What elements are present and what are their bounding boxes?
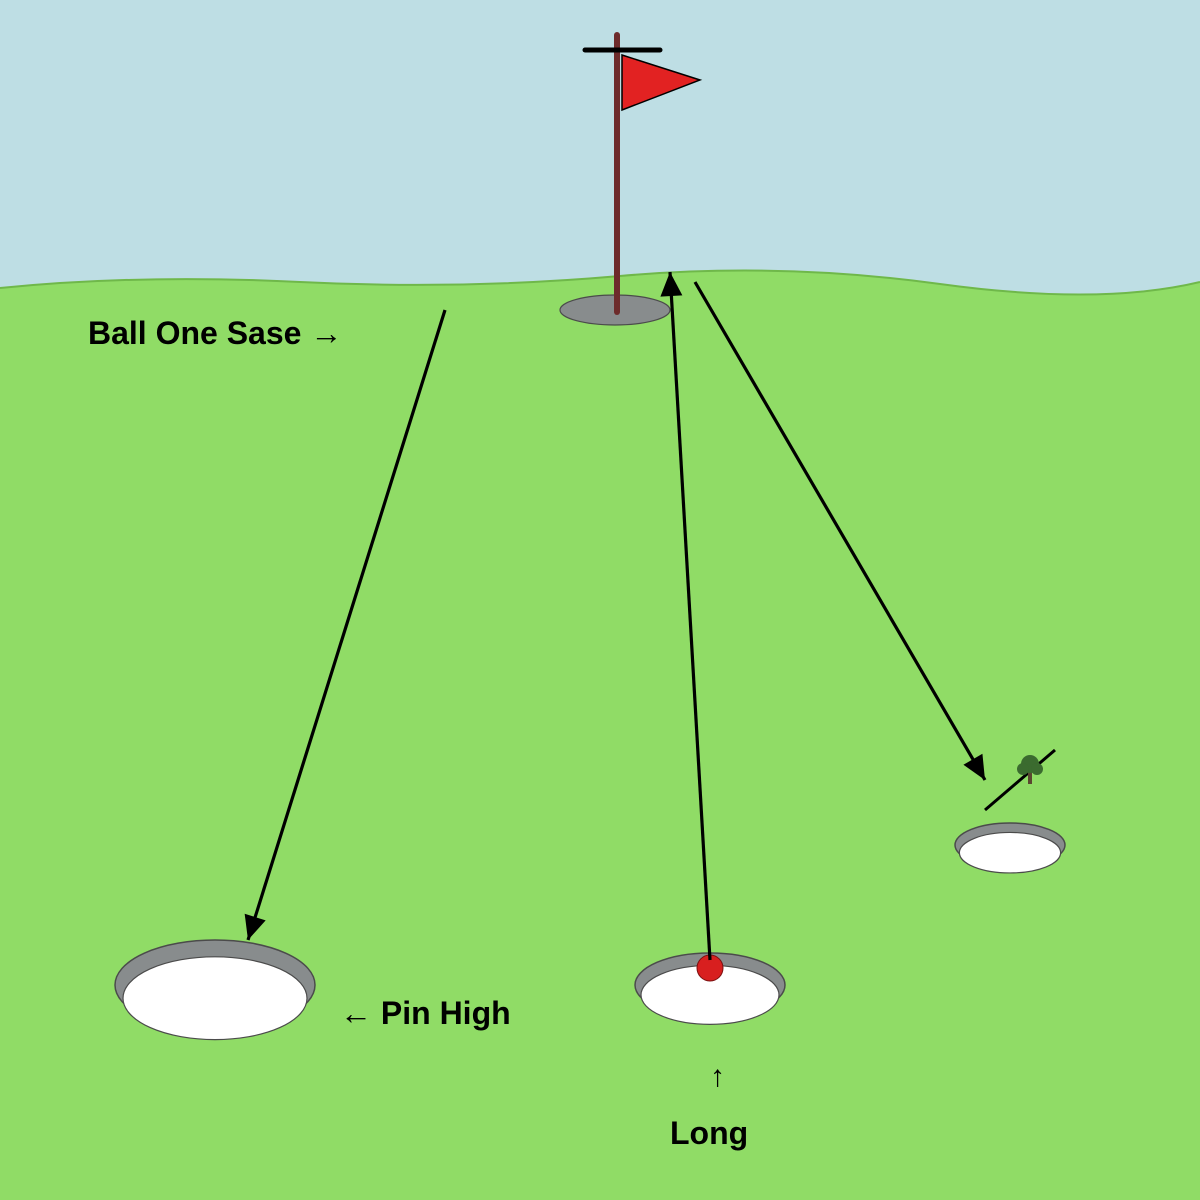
sky [0,0,1200,300]
label-long: Long [670,1115,748,1152]
grass [0,271,1200,1200]
hole-right [955,823,1065,873]
hole-left [115,940,315,1040]
diagram-svg [0,0,1200,1200]
label-pin-high: ← Pin High [340,995,511,1032]
label-long-arrow-glyph: ↑ [710,1060,725,1094]
golf-diagram: Ball One Sase → ← Pin High ↑ Long [0,0,1200,1200]
label-ball-one: Ball One Sase → [88,315,342,352]
